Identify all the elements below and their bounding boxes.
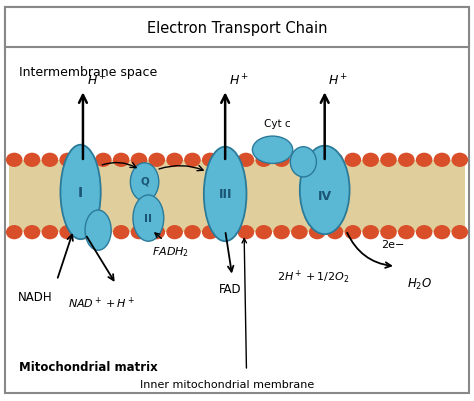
Circle shape bbox=[220, 154, 236, 167]
Text: Electron Transport Chain: Electron Transport Chain bbox=[147, 20, 327, 36]
Circle shape bbox=[417, 226, 432, 239]
Ellipse shape bbox=[252, 137, 292, 164]
Circle shape bbox=[25, 226, 40, 239]
Ellipse shape bbox=[300, 146, 349, 235]
Text: $H^+$: $H^+$ bbox=[87, 73, 107, 88]
Circle shape bbox=[345, 226, 360, 239]
Circle shape bbox=[114, 154, 129, 167]
Text: NADH: NADH bbox=[18, 291, 53, 304]
Circle shape bbox=[96, 226, 111, 239]
Text: III: III bbox=[219, 188, 232, 201]
Circle shape bbox=[310, 154, 325, 167]
Ellipse shape bbox=[85, 211, 111, 251]
Circle shape bbox=[149, 226, 164, 239]
Circle shape bbox=[256, 226, 271, 239]
Circle shape bbox=[434, 226, 449, 239]
Ellipse shape bbox=[204, 148, 246, 241]
Text: Mitochondrial matrix: Mitochondrial matrix bbox=[19, 360, 158, 373]
Circle shape bbox=[78, 226, 93, 239]
Circle shape bbox=[328, 154, 343, 167]
Circle shape bbox=[60, 226, 75, 239]
Ellipse shape bbox=[60, 145, 100, 240]
Circle shape bbox=[274, 226, 289, 239]
Circle shape bbox=[434, 154, 449, 167]
Circle shape bbox=[220, 226, 236, 239]
Text: II: II bbox=[145, 214, 152, 223]
Circle shape bbox=[399, 154, 414, 167]
Circle shape bbox=[7, 226, 22, 239]
Circle shape bbox=[381, 154, 396, 167]
Bar bbox=[9, 160, 465, 233]
Circle shape bbox=[131, 154, 146, 167]
Circle shape bbox=[42, 154, 57, 167]
Circle shape bbox=[42, 226, 57, 239]
Text: FAD: FAD bbox=[219, 283, 241, 296]
Circle shape bbox=[131, 226, 146, 239]
Circle shape bbox=[345, 154, 360, 167]
Circle shape bbox=[7, 154, 22, 167]
Circle shape bbox=[452, 154, 467, 167]
Circle shape bbox=[60, 154, 75, 167]
Text: 2e−: 2e− bbox=[382, 240, 405, 249]
Circle shape bbox=[381, 226, 396, 239]
Text: Q: Q bbox=[140, 176, 149, 186]
Circle shape bbox=[238, 154, 254, 167]
Circle shape bbox=[78, 154, 93, 167]
Text: Inner mitochondrial membrane: Inner mitochondrial membrane bbox=[140, 379, 315, 389]
Text: Cyt c: Cyt c bbox=[264, 118, 291, 128]
Text: $NAD^+ + H^+$: $NAD^+ + H^+$ bbox=[68, 295, 136, 310]
Text: I: I bbox=[78, 186, 83, 199]
Ellipse shape bbox=[130, 164, 159, 201]
Circle shape bbox=[203, 226, 218, 239]
Text: $FADH_2$: $FADH_2$ bbox=[152, 245, 189, 258]
Text: $H^+$: $H^+$ bbox=[229, 73, 249, 88]
Circle shape bbox=[256, 154, 271, 167]
Circle shape bbox=[114, 226, 129, 239]
Text: IV: IV bbox=[318, 190, 332, 203]
Text: $H^+$: $H^+$ bbox=[328, 73, 349, 88]
Circle shape bbox=[203, 154, 218, 167]
Circle shape bbox=[185, 226, 200, 239]
Circle shape bbox=[310, 226, 325, 239]
Circle shape bbox=[292, 226, 307, 239]
Circle shape bbox=[167, 154, 182, 167]
Ellipse shape bbox=[133, 195, 164, 241]
Circle shape bbox=[452, 226, 467, 239]
Text: $2H^+ + 1/2O_2$: $2H^+ + 1/2O_2$ bbox=[277, 269, 349, 286]
Circle shape bbox=[238, 226, 254, 239]
Circle shape bbox=[185, 154, 200, 167]
Circle shape bbox=[149, 154, 164, 167]
Text: Intermembrane space: Intermembrane space bbox=[19, 66, 157, 79]
Circle shape bbox=[399, 226, 414, 239]
Ellipse shape bbox=[290, 148, 317, 177]
Circle shape bbox=[363, 226, 378, 239]
Circle shape bbox=[328, 226, 343, 239]
Circle shape bbox=[417, 154, 432, 167]
Bar bbox=[5, 8, 469, 48]
Circle shape bbox=[25, 154, 40, 167]
Circle shape bbox=[96, 154, 111, 167]
Text: $H_2O$: $H_2O$ bbox=[407, 277, 432, 292]
Circle shape bbox=[292, 154, 307, 167]
Circle shape bbox=[363, 154, 378, 167]
Circle shape bbox=[274, 154, 289, 167]
Circle shape bbox=[167, 226, 182, 239]
